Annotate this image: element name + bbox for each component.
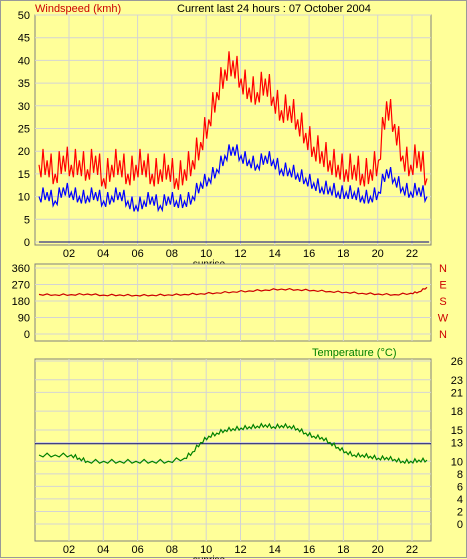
- x-tick-label: 22: [406, 248, 418, 260]
- x-tick-label: 08: [166, 248, 178, 260]
- y-tick-label: 50: [18, 10, 30, 22]
- y-tick-label-right: 18: [451, 406, 463, 418]
- x-tick-label: 08: [166, 544, 178, 556]
- plot-frame-1: [34, 14, 432, 246]
- x-tick-label: 10: [200, 248, 212, 260]
- x-tick-label: 16: [303, 544, 315, 556]
- x-tick-label: 10: [200, 544, 212, 556]
- y-tick-label: 45: [18, 33, 30, 45]
- average-series-line: [38, 144, 428, 213]
- x-tick-label: 18: [337, 544, 349, 556]
- x-tick-label: 04: [97, 544, 109, 556]
- windspeed-series-label: Windspeed (kmh): [35, 3, 121, 15]
- x-tick-label: 06: [131, 248, 143, 260]
- y-tick-label-right: 13: [451, 438, 463, 450]
- x-tick-label: 02: [63, 544, 75, 556]
- y-tick-label: 10: [18, 192, 30, 204]
- chart-title: Current last 24 hours : 07 October 2004: [177, 3, 371, 15]
- y-tick-label: 270: [12, 280, 30, 292]
- x-tick-label: 22: [406, 544, 418, 556]
- compass-label: S: [439, 296, 446, 308]
- x-tick-label: 14: [269, 544, 281, 556]
- y-tick-label-right: 21: [451, 387, 463, 399]
- y-tick-label-right: 0: [457, 519, 463, 531]
- y-tick-label: 90: [18, 313, 30, 325]
- y-tick-label: 5: [24, 214, 30, 226]
- y-tick-label: 30: [18, 101, 30, 113]
- plot-frame-2: [34, 263, 432, 342]
- y-tick-label-right: 10: [451, 456, 463, 468]
- x-tick-label: 04: [97, 248, 109, 260]
- temperature-title: Temperature (°C): [312, 347, 396, 359]
- y-tick-label-right: 26: [451, 356, 463, 368]
- direction-series-line: [38, 286, 428, 297]
- compass-label: E: [439, 280, 446, 292]
- y-tick-label: 20: [18, 146, 30, 158]
- y-tick-label: 0: [24, 237, 30, 249]
- y-tick-label: 0: [24, 329, 30, 341]
- x-tick-label: 16: [303, 248, 315, 260]
- x-tick-label: 20: [372, 248, 384, 260]
- y-tick-label: 40: [18, 55, 30, 67]
- y-tick-label: 180: [12, 296, 30, 308]
- gust-series-line: [38, 51, 428, 190]
- sunrise-annotation: sunrise: [193, 555, 226, 559]
- y-tick-label-right: 6: [457, 481, 463, 493]
- y-tick-label: 15: [18, 169, 30, 181]
- y-tick-label: 25: [18, 124, 30, 136]
- y-tick-label-right: 23: [451, 375, 463, 387]
- x-tick-label: 06: [131, 544, 143, 556]
- compass-label: W: [438, 313, 449, 325]
- x-tick-label: 14: [269, 248, 281, 260]
- x-tick-label: 18: [337, 248, 349, 260]
- compass-label: N: [439, 263, 447, 275]
- y-tick-label: 35: [18, 78, 30, 90]
- temperature-series-line: [38, 422, 428, 465]
- y-tick-label-right: 8: [457, 469, 463, 481]
- y-tick-label-right: 2: [457, 506, 463, 518]
- x-tick-label: 02: [63, 248, 75, 260]
- plot-frame-3: [34, 358, 432, 542]
- y-tick-label-right: 15: [451, 425, 463, 437]
- x-tick-label: 20: [372, 544, 384, 556]
- y-tick-label-right: 4: [457, 494, 463, 506]
- x-tick-label: 12: [234, 544, 246, 556]
- x-tick-label: 12: [234, 248, 246, 260]
- y-tick-label: 360: [12, 263, 30, 275]
- compass-label: N: [439, 329, 447, 341]
